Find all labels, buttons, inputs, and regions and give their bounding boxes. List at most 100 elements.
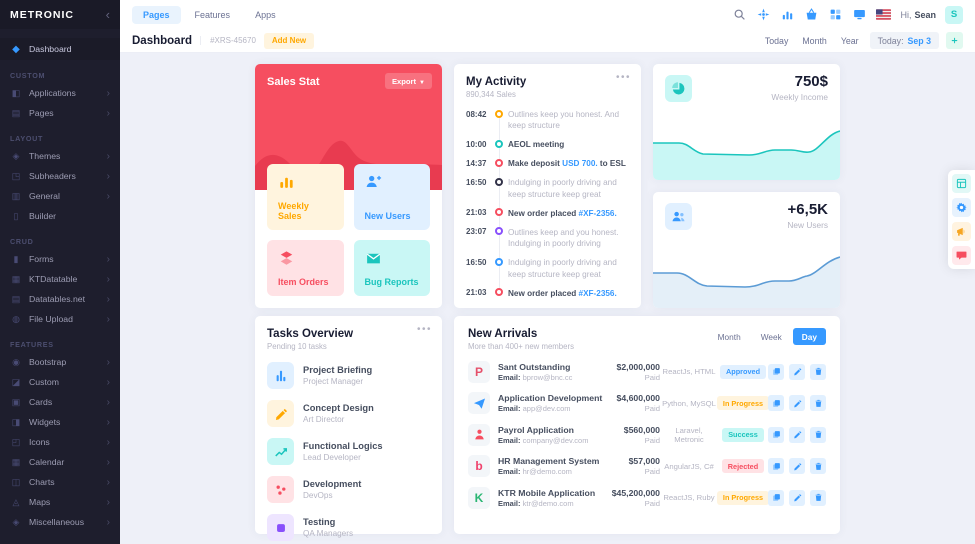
range-button-group: Today Month Year [758,33,866,49]
sidebar-menu: Custom ◧ Applications › ▤ Pages › Layout… [0,60,120,532]
language-flag-icon[interactable] [876,7,892,22]
sidebar-item-datatables-net[interactable]: ▤ Datatables.net › [11,293,110,305]
announcements-icon[interactable] [952,222,971,241]
sidebar-item-bootstrap[interactable]: ◉ Bootstrap › [0,352,120,372]
table-row: K KTR Mobile Application Email: ktr@demo… [468,486,826,509]
sidebar-item-general[interactable]: ▥ General › [11,190,110,202]
activity-item: 08:42 Outlines keep you honest. And keep… [466,109,629,132]
edit-button[interactable] [789,363,805,380]
sidebar-item-themes[interactable]: ◈ Themes › [0,146,120,166]
sidebar-item-maps[interactable]: ◬ Maps › [0,492,120,512]
search-icon[interactable] [732,7,747,22]
export-button[interactable]: Export ▼ [384,73,432,89]
delete-button[interactable] [810,458,826,474]
chevron-right-icon: › [106,496,110,508]
sidebar-item-ktdatatable[interactable]: ▦ KTDatatable › [11,273,110,285]
view-button[interactable] [768,426,784,443]
view-button[interactable] [768,489,784,506]
tile-label: Item Orders [278,277,329,287]
edit-button[interactable] [789,426,805,443]
arrivals-tab-month[interactable]: Month [709,328,750,345]
demo-layout-icon[interactable] [952,174,971,193]
sidebar-item-icons[interactable]: ◰ Icons › [11,436,110,448]
statistics-icon[interactable] [780,7,795,22]
activity-link[interactable]: #XF-2356. [578,288,617,298]
sidebar-item-subheaders[interactable]: ◳ Subheaders › [11,170,110,182]
quick-actions-icon[interactable] [756,7,771,22]
mail-icon [365,249,382,266]
activity-text: Outlines keep you honest. And keep struc… [508,110,620,131]
arrivals-period-tabs: Month Week Day [709,328,826,351]
range-button-month[interactable]: Month [795,33,833,49]
tab-apps[interactable]: Apps [244,6,287,24]
activity-link[interactable]: #XF-2356. [578,208,617,218]
application-email: Email: ktr@demo.com [498,498,574,508]
sidebar-item-custom[interactable]: ◪ Custom › [11,376,110,388]
task-development: Development DevOps [267,476,430,503]
scatter-icon [267,476,294,503]
view-button[interactable] [768,363,784,380]
application-email: Email: app@dev.com [498,404,571,413]
edit-button[interactable] [789,395,805,411]
edit-button[interactable] [789,489,805,506]
settings-icon[interactable] [952,198,971,217]
tile-item-orders[interactable]: Item Orders [267,240,344,296]
status-badge: Rejected [721,459,765,473]
company-logo [468,423,490,446]
tasks-overview-card: Tasks Overview Pending 10 tasks ••• Proj… [255,316,442,541]
avatar[interactable]: S [945,5,963,24]
page-code: #XRS-45670 [200,36,256,45]
subheader: Dashboard #XRS-45670 Add New Today Month Y… [120,29,975,53]
date-range-button[interactable]: Today: Sep 3 [869,32,939,49]
sidebar-item-file-upload[interactable]: ◍ File Upload › [0,309,120,329]
tab-pages[interactable]: Pages [132,5,181,24]
sidebar-item-charts[interactable]: ◫ Charts › [11,476,110,488]
sidebar-item-cards[interactable]: ▣ Cards › [11,396,110,408]
support-chat-icon[interactable] [952,246,971,265]
activity-text: Indulging in poorly driving and keep str… [508,178,617,199]
tab-features[interactable]: Features [184,6,242,24]
arrivals-table: P Sant Outstanding Email: bprow@bnc.cc $… [468,360,826,509]
edit-button[interactable] [789,458,805,474]
tile-weekly-sales[interactable]: Weekly Sales [267,164,344,230]
apps-grid-icon[interactable] [828,7,843,22]
activity-time: 16:50 [466,257,487,267]
tile-bug-reports[interactable]: Bug Reports [353,240,430,296]
delete-button[interactable] [810,489,826,506]
sidebar-item-forms[interactable]: ▮ Forms › [0,249,120,269]
range-button-today[interactable]: Today [758,33,795,49]
view-button[interactable] [768,395,784,411]
sidebar-item-miscellaneous[interactable]: ◈ Miscellaneous › [0,512,120,532]
amount: $57,000 [628,456,660,466]
pencil-icon [267,400,294,427]
sidebar-item-dashboard[interactable]: ◆ Dashboard [0,38,120,60]
quick-panel-icon[interactable] [852,7,867,22]
quick-add-button[interactable] [946,32,963,49]
tile-new-users[interactable]: New Users [353,164,430,230]
company-logo: b [468,455,490,477]
users-icon [665,203,692,230]
range-button-year[interactable]: Year [834,33,866,49]
table-row: b HR Management System Email: hr@demo.co… [468,455,826,477]
sidebar-item-widgets[interactable]: ◨ Widgets › [11,416,110,428]
delete-button[interactable] [810,395,826,411]
cart-icon[interactable] [804,7,819,22]
menu-item-icon: ▤ [11,293,21,304]
card-menu-icon[interactable]: ••• [416,324,432,335]
sidebar-item-builder[interactable]: ▯ Builder [0,206,120,226]
sidebar-collapse-button[interactable]: ‹ [105,7,110,22]
arrivals-tab-day[interactable]: Day [792,328,826,345]
sidebar-item-pages[interactable]: ▤ Pages › [11,107,110,119]
add-new-button[interactable]: Add New [263,32,315,49]
timeline-dot [495,158,503,167]
sidebar-item-calendar[interactable]: ▦ Calendar › [11,456,110,468]
view-button[interactable] [768,458,784,474]
arrivals-tab-week[interactable]: Week [752,328,791,345]
amount: $2,000,000 [616,361,660,372]
sidebar-item-applications[interactable]: ◧ Applications › [11,87,110,99]
sidebar-section-features: Features [10,340,54,349]
activity-link[interactable]: USD 700. [562,159,598,169]
delete-button[interactable] [810,426,826,443]
card-menu-icon[interactable]: ••• [615,72,631,83]
delete-button[interactable] [810,363,826,380]
